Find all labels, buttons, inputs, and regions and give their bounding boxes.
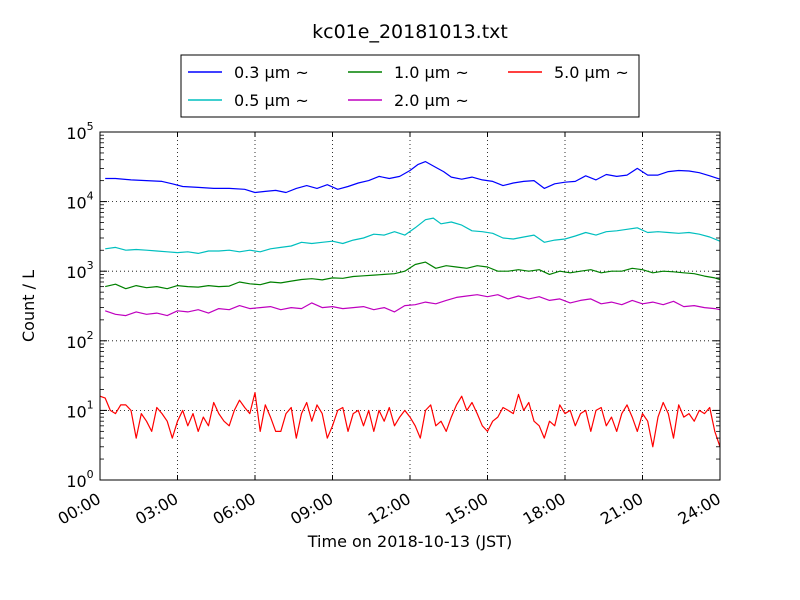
y-tick-exponent: 4 bbox=[87, 190, 94, 203]
x-tick-label: 03:00 bbox=[132, 489, 181, 529]
legend-label-1: 0.5 μm ~ bbox=[234, 91, 309, 110]
y-tick-exponent: 1 bbox=[87, 398, 94, 411]
y-tick-exponent: 2 bbox=[87, 329, 94, 342]
legend-label-3: 2.0 μm ~ bbox=[394, 91, 469, 110]
y-tick-base: 10 bbox=[66, 333, 86, 352]
series-line-0 bbox=[105, 161, 721, 194]
series-line-3 bbox=[105, 294, 721, 317]
chart-title: kc01e_20181013.txt bbox=[312, 21, 508, 43]
series-line-1 bbox=[105, 217, 721, 254]
x-tick-label: 06:00 bbox=[210, 489, 259, 529]
x-tick-label: 09:00 bbox=[287, 489, 336, 529]
y-tick-base: 10 bbox=[66, 472, 86, 491]
y-axis-label: Count / L bbox=[19, 270, 38, 342]
y-tick-base: 10 bbox=[66, 263, 86, 282]
y-tick-base: 10 bbox=[66, 124, 86, 143]
x-tick-label: 18:00 bbox=[520, 489, 569, 529]
y-tick-label: 100 bbox=[66, 468, 93, 491]
legend-label-4: 5.0 μm ~ bbox=[554, 63, 629, 82]
x-tick-label: 12:00 bbox=[365, 489, 414, 529]
y-tick-label: 102 bbox=[66, 329, 93, 352]
y-tick-base: 10 bbox=[66, 402, 86, 421]
x-axis-label: Time on 2018-10-13 (JST) bbox=[307, 532, 512, 551]
legend-label-2: 1.0 μm ~ bbox=[394, 63, 469, 82]
x-tick-label: 21:00 bbox=[597, 489, 646, 529]
y-tick-label: 101 bbox=[66, 398, 93, 421]
y-tick-label: 105 bbox=[66, 120, 93, 143]
x-axis: 00:00 03:00 06:00 09:00 12:00 15:00 18:00 21:00… bbox=[55, 132, 724, 529]
legend-box bbox=[180, 54, 640, 118]
y-tick-exponent: 3 bbox=[87, 259, 94, 272]
series-layer bbox=[99, 161, 721, 448]
y-tick-exponent: 5 bbox=[87, 120, 94, 133]
x-tick-label: 15:00 bbox=[442, 489, 491, 529]
legend-label-0: 0.3 μm ~ bbox=[234, 63, 309, 82]
x-tick-label: 24:00 bbox=[675, 489, 724, 529]
series-line-4 bbox=[99, 392, 721, 448]
legend: 0.3 μm ~ 0.5 μm ~ 1.0 μm ~ 2.0 μm ~ 5.0 μm ~ bbox=[180, 54, 640, 118]
y-tick-label: 104 bbox=[66, 190, 93, 213]
series-line-2 bbox=[105, 261, 721, 290]
grid-lines bbox=[100, 132, 720, 480]
y-tick-base: 10 bbox=[66, 194, 86, 213]
y-tick-exponent: 0 bbox=[87, 468, 94, 481]
y-tick-label: 103 bbox=[66, 259, 93, 282]
x-tick-label: 00:00 bbox=[55, 489, 104, 529]
